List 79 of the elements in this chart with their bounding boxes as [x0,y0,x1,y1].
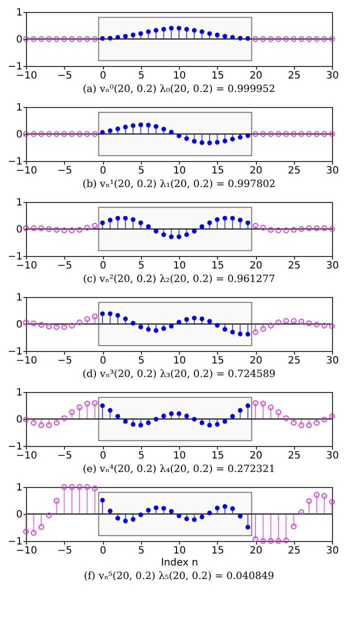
x-tick-label: 30 [326,356,339,366]
x-tick-label: 30 [326,450,339,462]
x-tick-label: 5 [138,356,144,366]
text: (e) vₙ⁴(20, 0.2) λ₄(20, 0.2) = 0.272321 [82,464,276,475]
text: (d) vₙ³(20, 0.2) λ₃(20, 0.2) = 0.724589 [82,369,276,380]
y-tick-label: 0 [16,510,22,520]
text: (b) vₙ¹(20, 0.2) λ₁(20, 0.2) = 0.997802 [82,179,276,190]
y-tick-label: −1 [8,252,22,262]
x-tick-label: 5 [138,546,144,556]
y-tick-label: −1 [8,536,22,548]
text: (c) vₙ²(20, 0.2) λ₂(20, 0.2) = 0.961277 [82,274,276,285]
y-tick-label: 1 [16,482,22,494]
x-tick-label: 0 [100,356,106,366]
y-tick-label: −1 [8,442,22,452]
text: (a) vₙ⁰(20, 0.2) λ₀(20, 0.2) = 0.999952 [82,84,276,95]
x-tick-label: 10 [173,260,186,272]
x-tick-label: 25 [288,450,301,462]
x-tick-label: 15 [211,70,224,82]
x-tick-label: −5 [57,546,72,556]
x-tick-label: 20 [250,166,262,176]
x-tick-label: −10 [16,166,38,176]
x-tick-label: 0 [100,70,106,82]
x-tick-label: 10 [173,356,186,366]
x-tick-label: 25 [288,70,301,82]
x-tick-label: 25 [288,260,301,272]
text: (f) vₙ⁵(20, 0.2) λ₅(20, 0.2) = 0.040849 [84,571,274,582]
x-tick-label: 15 [211,166,224,176]
x-tick-label: 30 [326,166,339,176]
x-tick-label: 25 [288,166,301,176]
x-tick-label: −10 [16,450,38,462]
y-tick-label: 1 [16,8,22,18]
x-tick-label: 30 [326,546,339,556]
x-tick-label: 20 [250,70,262,82]
x-tick-label: 20 [250,546,262,556]
x-tick-label: 15 [211,260,224,272]
x-tick-label: 30 [326,260,339,272]
x-tick-label: 0 [100,450,106,462]
x-tick-label: 20 [250,260,262,272]
y-tick-label: −1 [8,156,22,168]
x-tick-label: 10 [173,546,186,556]
y-tick-label: 1 [16,198,22,208]
x-axis-title: Index n [160,558,198,568]
x-tick-label: −5 [57,166,72,176]
x-tick-label: 20 [250,450,262,462]
y-tick-label: −1 [8,62,22,72]
x-tick-label: −5 [57,260,72,272]
x-tick-label: 15 [211,356,224,366]
x-tick-label: 30 [326,70,339,82]
x-tick-label: 10 [173,166,186,176]
x-tick-label: 5 [138,260,144,272]
y-tick-label: 1 [16,102,22,114]
y-tick-label: −1 [8,346,22,358]
x-tick-label: −5 [57,70,72,82]
x-tick-label: −10 [16,70,38,82]
x-tick-label: 10 [173,450,186,462]
x-tick-label: 10 [173,70,186,82]
x-tick-label: 15 [211,450,224,462]
x-tick-label: 5 [138,166,144,176]
y-tick-label: 0 [16,34,22,46]
x-tick-label: −5 [57,356,72,366]
x-tick-label: 25 [288,356,301,366]
x-tick-label: −10 [16,260,38,272]
x-tick-label: 0 [100,260,106,272]
x-tick-label: 0 [100,166,106,176]
y-tick-label: 1 [16,292,22,304]
x-tick-label: 15 [211,546,224,556]
x-tick-label: −5 [57,450,72,462]
x-tick-label: −10 [16,546,38,556]
y-tick-label: 0 [16,224,22,236]
x-tick-label: −10 [16,356,38,366]
y-tick-label: 0 [16,130,22,140]
y-tick-label: 0 [16,320,22,330]
x-tick-label: 20 [250,356,262,366]
x-tick-label: 25 [288,546,301,556]
y-tick-label: 1 [16,388,22,398]
x-tick-label: 5 [138,450,144,462]
y-tick-label: 0 [16,414,22,426]
x-tick-label: 0 [100,546,106,556]
x-tick-label: 5 [138,70,144,82]
